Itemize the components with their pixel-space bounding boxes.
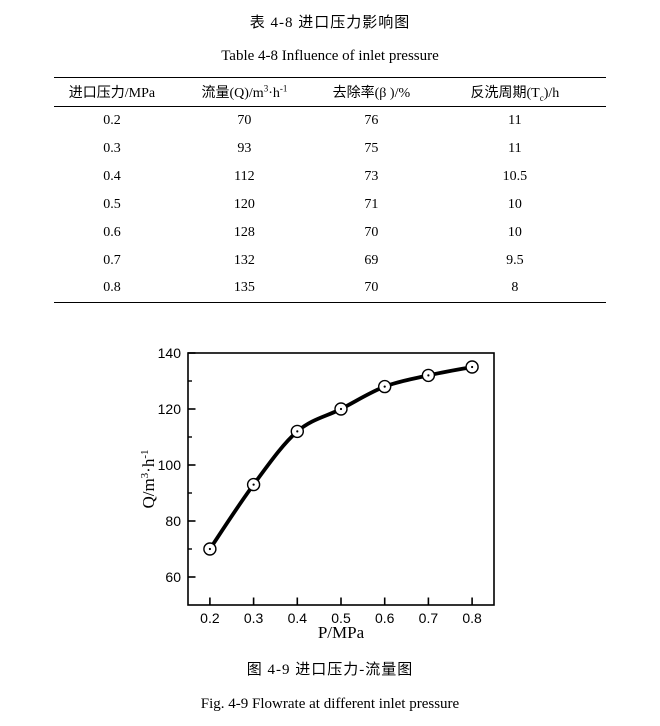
table-cell: 11: [508, 140, 522, 156]
table-cell: 10.5: [502, 168, 528, 184]
table-cell: 9.5: [506, 252, 524, 268]
data-point-center-dot: [427, 374, 430, 377]
table-cell: 0.5: [103, 196, 121, 212]
chart-frame: [187, 352, 495, 606]
table-cell: 70: [237, 112, 252, 128]
table-cell: 70: [364, 224, 379, 240]
table-cell: 71: [364, 196, 379, 212]
data-point-center-dot: [471, 365, 474, 369]
table-cell: 135: [233, 280, 255, 296]
table-cell: 10: [507, 196, 522, 212]
table-header-cell: 去除率(β )/%: [332, 86, 411, 101]
data-point-center-dot: [296, 430, 299, 433]
table-cell: 0.6: [103, 224, 121, 240]
table-cell: 132: [233, 252, 255, 268]
data-point-center-dot: [208, 547, 211, 551]
table-cell: 0.7: [103, 252, 121, 268]
table-title-english: Table 4-8 Influence of inlet pressure: [221, 48, 439, 64]
table-row: 0.6 128 70 10: [54, 219, 606, 247]
table-header-cell: 反洗周期(Tc)/h: [470, 85, 560, 103]
table-row: 0.8 135 70 8: [54, 275, 606, 303]
x-tick-label: 0.3: [244, 610, 264, 626]
x-tick-label: 0.7: [419, 610, 439, 626]
table-row: 0.4 112 73 10.5: [54, 163, 606, 191]
x-tick-label: 0.8: [462, 610, 482, 626]
y-tick-label: 100: [158, 457, 182, 473]
table-row: 0.7 132 69 9.5: [54, 247, 606, 275]
table-cell: 0.3: [103, 140, 121, 156]
table-row: 0.5 120 71 10: [54, 191, 606, 219]
y-tick-label: 80: [165, 513, 181, 529]
table-cell: 11: [508, 112, 522, 128]
x-tick-label: 0.6: [375, 610, 395, 626]
table-cell: 120: [233, 196, 255, 212]
flowrate-vs-pressure-chart: 60 80 100 120 140 0.2 0.3 0.4 0.5 0.6 0.7 0.8 P/MPa Q…: [140, 345, 495, 642]
data-point-center-dot: [339, 407, 343, 411]
x-tick-label: 0.2: [200, 610, 220, 626]
figure-caption-english: Fig. 4-9 Flowrate at different inlet pre…: [200, 696, 460, 712]
table-cell: 0.4: [103, 168, 121, 184]
table-header-cell: 进口压力/MPa: [68, 86, 156, 101]
table-cell: 69: [364, 252, 379, 268]
x-tick-label: 0.4: [288, 610, 308, 626]
table-cell: 93: [237, 140, 252, 156]
x-axis-label: P/MPa: [318, 623, 365, 642]
table-row: 0.2 70 76 11: [54, 107, 606, 135]
table-header-cell: 流量(Q)/m3·h-1: [201, 83, 288, 101]
table-cell: 0.8: [103, 280, 121, 296]
y-tick-label: 120: [158, 401, 182, 417]
y-tick-label: 140: [158, 345, 182, 361]
table-cell: 70: [364, 280, 379, 296]
inlet-pressure-table: 进口压力/MPa 流量(Q)/m3·h-1 去除率(β )/% 反洗周期(Tc)/h …: [54, 77, 606, 303]
table-cell: 10: [507, 224, 522, 240]
y-tick-label: 60: [165, 569, 181, 585]
table-cell: 0.2: [103, 112, 121, 128]
table-header-row: 进口压力/MPa 流量(Q)/m3·h-1 去除率(β )/% 反洗周期(Tc)/h: [54, 78, 606, 107]
table-cell: 128: [233, 224, 255, 240]
table-cell: 8: [511, 280, 519, 296]
figure-caption-chinese: 图 4-9 进口压力-流量图: [246, 662, 414, 678]
y-axis-label: Q/m3·h-1: [140, 449, 158, 508]
data-point-center-dot: [383, 385, 386, 388]
x-tick-label: 0.5: [331, 610, 351, 626]
table-row: 0.3 93 75 11: [54, 135, 606, 163]
table-body: 0.2 70 76 11 0.3 93 75 11 0.4 112 73 10.5 0.5 120 71 10…: [54, 107, 606, 303]
table-head: 进口压力/MPa 流量(Q)/m3·h-1 去除率(β )/% 反洗周期(Tc)/h: [54, 78, 606, 107]
data-point-center-dot: [252, 483, 255, 486]
table-cell: 76: [364, 112, 379, 128]
table-cell: 75: [364, 140, 379, 156]
data-line: [208, 365, 474, 551]
table-cell: 112: [234, 168, 255, 184]
table-cell: 73: [364, 168, 379, 184]
table-title-chinese: 表 4-8 进口压力影响图: [249, 15, 411, 31]
